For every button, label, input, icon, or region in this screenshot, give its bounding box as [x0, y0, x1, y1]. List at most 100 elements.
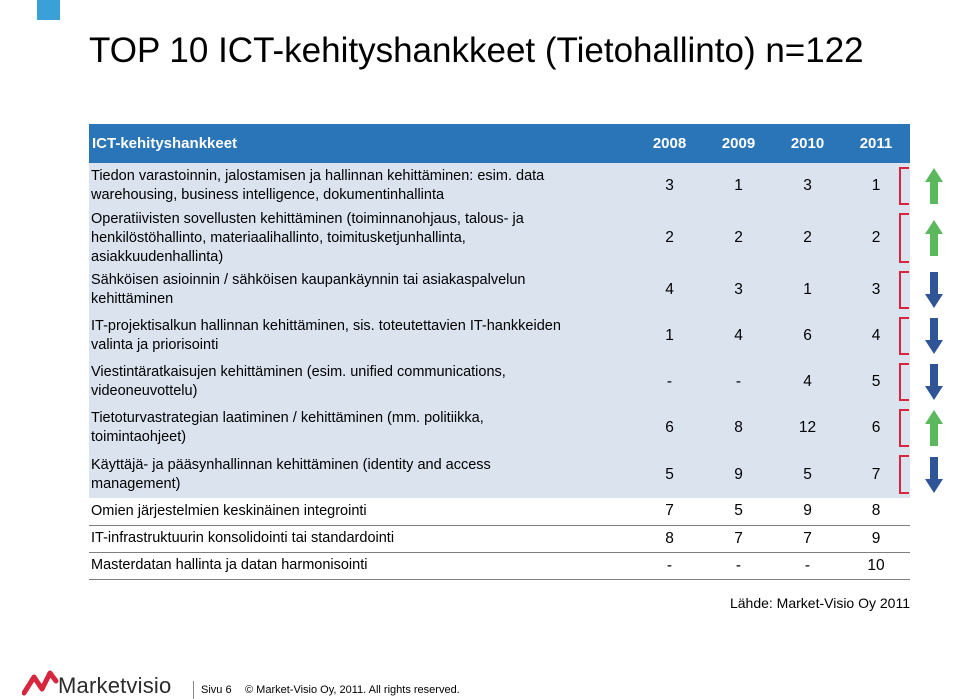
project-description-line: Käyttäjä- ja pääsynhallinnan kehittämine…	[91, 456, 491, 473]
project-description-line: Viestintäratkaisujen kehittäminen (esim.…	[91, 364, 506, 380]
rank-value: 2	[773, 209, 842, 267]
table-row: Omien järjestelmien keskinäinen integroi…	[89, 498, 910, 526]
row-highlight-bracket	[899, 363, 909, 401]
project-description-line: Omien järjestelmien keskinäinen integroi…	[91, 502, 367, 519]
copyright: © Market-Visio Oy, 2011. All rights rese…	[245, 684, 460, 696]
row-highlight-bracket	[899, 409, 909, 447]
project-description-line: warehousing, business intelligence, doku…	[91, 187, 445, 203]
logo-mark-icon	[22, 670, 59, 696]
rank-value: 3	[704, 267, 773, 313]
rank-value: 7	[842, 451, 910, 498]
rank-value: 5	[773, 451, 842, 498]
rank-value: 7	[773, 525, 842, 553]
arrow-up-icon	[925, 168, 943, 204]
rank-value: 9	[704, 451, 773, 498]
rank-value: 9	[773, 498, 842, 526]
header-year-2008: 2008	[635, 124, 704, 163]
rank-value: 1	[704, 163, 773, 209]
project-description-line: toimintaohjeet)	[91, 429, 187, 445]
project-description-line: asiakkuudenhallinta)	[91, 248, 224, 265]
accent-square	[37, 0, 60, 20]
table-row: Viestintäratkaisujen kehittäminen (esim.…	[89, 359, 910, 405]
project-description-line: Tiedon varastoinnin, jalostamisen ja hal…	[91, 168, 545, 184]
rank-value: 7	[704, 525, 773, 553]
row-highlight-bracket	[899, 455, 909, 494]
row-highlight-bracket	[899, 167, 909, 205]
rank-value: 5	[704, 498, 773, 526]
rank-value: 4	[704, 313, 773, 359]
project-description-line: valinta ja priorisointi	[91, 337, 219, 353]
project-description-line: Sähköisen asioinnin / sähköisen kaupankä…	[91, 272, 526, 288]
rank-value: 4	[635, 267, 704, 313]
rank-value: 1	[773, 267, 842, 313]
rank-value: 4	[773, 359, 842, 405]
rank-value: 1	[842, 163, 910, 209]
page-title: TOP 10 ICT-kehityshankkeet (Tietohallint…	[89, 31, 864, 70]
rank-value: 4	[842, 313, 910, 359]
arrow-down-icon	[925, 272, 943, 308]
rank-value: -	[635, 359, 704, 405]
rank-value: 3	[635, 163, 704, 209]
row-highlight-bracket	[899, 271, 909, 309]
project-description: Sähköisen asioinnin / sähköisen kaupankä…	[89, 267, 635, 313]
header-label: ICT-kehityshankkeet	[89, 124, 635, 163]
table-row: Käyttäjä- ja pääsynhallinnan kehittämine…	[89, 451, 910, 498]
arrow-up-icon	[925, 410, 943, 446]
project-description-line: kehittäminen	[91, 291, 174, 307]
source-note: Lähde: Market-Visio Oy 2011	[729, 595, 910, 611]
rank-value: 9	[842, 525, 910, 553]
arrow-down-icon	[925, 456, 943, 493]
table-row: IT-infrastruktuurin konsolidointi tai st…	[89, 525, 910, 553]
rank-value: 3	[842, 267, 910, 313]
arrow-up-icon	[925, 220, 943, 256]
table-row: Operatiivisten sovellusten kehittäminen …	[89, 209, 910, 267]
project-description: Masterdatan hallinta ja datan harmonisoi…	[89, 552, 635, 580]
project-description: Viestintäratkaisujen kehittäminen (esim.…	[89, 359, 635, 405]
arrow-down-icon	[925, 318, 943, 354]
table-row: Masterdatan hallinta ja datan harmonisoi…	[89, 552, 910, 580]
header-year-2009: 2009	[704, 124, 773, 163]
project-description: IT-infrastruktuurin konsolidointi tai st…	[89, 525, 635, 553]
project-description-line: Operatiivisten sovellusten kehittäminen …	[91, 210, 524, 227]
project-description: Käyttäjä- ja pääsynhallinnan kehittämine…	[89, 451, 635, 498]
rank-value: -	[635, 552, 704, 580]
project-description-line: henkilöstöhallinto, materiaalihallinto, …	[91, 229, 466, 246]
rank-value: 10	[842, 552, 910, 580]
rank-value: 8	[635, 525, 704, 553]
table-header-row: ICT-kehityshankkeet 2008 2009 2010 2011	[89, 124, 910, 163]
rank-value: 2	[704, 209, 773, 267]
table-row: IT-projektisalkun hallinnan kehittäminen…	[89, 313, 910, 359]
project-description-line: Masterdatan hallinta ja datan harmonisoi…	[91, 557, 368, 573]
project-description-line: IT-projektisalkun hallinnan kehittäminen…	[91, 318, 561, 334]
marketvisio-logo	[22, 670, 59, 696]
rank-value: 7	[635, 498, 704, 526]
table-row: Tietoturvastrategian laatiminen / kehitt…	[89, 405, 910, 451]
logo-text: Marketvisio	[58, 673, 172, 698]
rank-value: 1	[635, 313, 704, 359]
project-description: Omien järjestelmien keskinäinen integroi…	[89, 498, 635, 526]
rank-value: -	[704, 359, 773, 405]
rank-value: 6	[773, 313, 842, 359]
page-number: Sivu 6	[201, 684, 232, 696]
header-year-2011: 2011	[842, 124, 910, 163]
project-description-line: IT-infrastruktuurin konsolidointi tai st…	[91, 530, 395, 546]
rank-value: 5	[842, 359, 910, 405]
arrow-down-icon	[925, 364, 943, 400]
rank-value: 2	[842, 209, 910, 267]
project-description: Tietoturvastrategian laatiminen / kehitt…	[89, 405, 635, 451]
table-row: Sähköisen asioinnin / sähköisen kaupankä…	[89, 267, 910, 313]
footer-divider	[193, 681, 194, 699]
rank-value: 6	[635, 405, 704, 451]
project-description-line: Tietoturvastrategian laatiminen / kehitt…	[91, 410, 484, 426]
rank-value: 3	[773, 163, 842, 209]
project-description: Operatiivisten sovellusten kehittäminen …	[89, 209, 635, 267]
rank-value: 8	[704, 405, 773, 451]
row-highlight-bracket	[899, 213, 909, 263]
table-row: Tiedon varastoinnin, jalostamisen ja hal…	[89, 163, 910, 209]
rank-value: 12	[773, 405, 842, 451]
header-year-2010: 2010	[773, 124, 842, 163]
rank-value: -	[704, 552, 773, 580]
row-highlight-bracket	[899, 317, 909, 355]
rank-value: -	[773, 552, 842, 580]
projects-table: ICT-kehityshankkeet 2008 2009 2010 2011 …	[89, 124, 910, 580]
